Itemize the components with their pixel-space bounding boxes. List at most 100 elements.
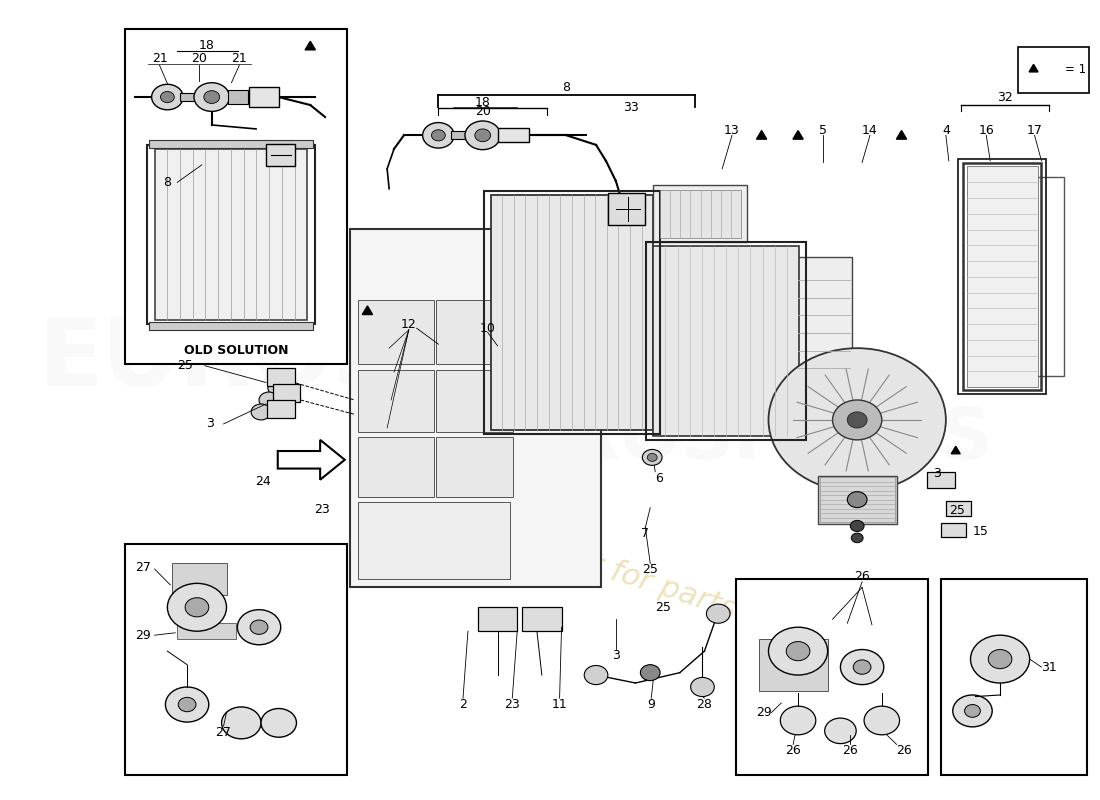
Bar bbox=[491, 195, 653, 430]
Circle shape bbox=[165, 687, 209, 722]
Text: 27: 27 bbox=[135, 561, 151, 574]
Text: 16: 16 bbox=[978, 124, 994, 137]
Bar bbox=[266, 144, 296, 166]
Bar bbox=[229, 90, 249, 104]
Bar bbox=[962, 163, 1042, 390]
Text: 8: 8 bbox=[164, 176, 172, 189]
Circle shape bbox=[250, 620, 268, 634]
Circle shape bbox=[204, 90, 220, 103]
Circle shape bbox=[851, 533, 864, 542]
Bar bbox=[940, 522, 966, 537]
Circle shape bbox=[167, 583, 227, 631]
Text: 28: 28 bbox=[696, 698, 713, 711]
Circle shape bbox=[786, 642, 810, 661]
Circle shape bbox=[422, 122, 454, 148]
Text: 32: 32 bbox=[997, 91, 1013, 104]
Circle shape bbox=[251, 404, 271, 420]
Text: 25: 25 bbox=[656, 601, 671, 614]
Text: 24: 24 bbox=[255, 475, 271, 488]
Bar bbox=[350, 229, 601, 587]
Polygon shape bbox=[896, 130, 906, 139]
Bar bbox=[940, 579, 1087, 774]
Circle shape bbox=[185, 598, 209, 617]
Text: 31: 31 bbox=[1042, 661, 1057, 674]
Text: 3: 3 bbox=[612, 649, 619, 662]
Bar bbox=[660, 190, 741, 238]
Text: 9: 9 bbox=[647, 698, 656, 711]
Circle shape bbox=[854, 660, 871, 674]
Bar bbox=[155, 149, 307, 320]
Bar bbox=[267, 368, 295, 386]
Bar bbox=[736, 579, 928, 774]
Text: 23: 23 bbox=[505, 698, 520, 711]
Bar bbox=[484, 191, 660, 434]
Circle shape bbox=[475, 129, 491, 142]
Text: 26: 26 bbox=[785, 744, 801, 758]
Text: 18: 18 bbox=[199, 38, 214, 52]
Text: a part for parts: a part for parts bbox=[512, 526, 740, 625]
Text: 25: 25 bbox=[177, 359, 194, 372]
Text: 3: 3 bbox=[206, 418, 213, 430]
Bar bbox=[653, 185, 747, 242]
Bar bbox=[497, 128, 529, 142]
Text: 21: 21 bbox=[231, 52, 248, 66]
Text: 12: 12 bbox=[400, 318, 417, 330]
Text: 26: 26 bbox=[896, 744, 912, 758]
Circle shape bbox=[258, 392, 278, 408]
Text: 26: 26 bbox=[843, 744, 858, 758]
Bar bbox=[967, 166, 1037, 387]
Circle shape bbox=[769, 348, 946, 492]
Text: 20: 20 bbox=[475, 105, 491, 118]
Bar bbox=[437, 438, 514, 498]
Circle shape bbox=[178, 698, 196, 712]
Text: 18: 18 bbox=[475, 96, 491, 109]
Circle shape bbox=[691, 678, 714, 697]
Circle shape bbox=[988, 650, 1012, 669]
Bar bbox=[477, 607, 517, 631]
Circle shape bbox=[221, 707, 261, 739]
Text: 29: 29 bbox=[756, 706, 771, 719]
Bar bbox=[653, 246, 799, 436]
Circle shape bbox=[970, 635, 1030, 683]
Circle shape bbox=[584, 666, 608, 685]
Text: 25: 25 bbox=[949, 503, 965, 517]
Bar bbox=[958, 159, 1046, 394]
Circle shape bbox=[769, 627, 827, 675]
Circle shape bbox=[965, 705, 980, 718]
Circle shape bbox=[194, 82, 230, 111]
Circle shape bbox=[840, 650, 883, 685]
Circle shape bbox=[847, 412, 867, 428]
Text: 23: 23 bbox=[315, 502, 330, 516]
Polygon shape bbox=[278, 440, 344, 480]
Bar bbox=[173, 563, 227, 595]
Polygon shape bbox=[757, 130, 767, 139]
Text: 25: 25 bbox=[642, 563, 658, 576]
Bar bbox=[146, 145, 316, 324]
Text: 1095: 1095 bbox=[717, 348, 889, 452]
Text: 27: 27 bbox=[216, 726, 231, 739]
Circle shape bbox=[780, 706, 816, 735]
Circle shape bbox=[465, 121, 501, 150]
Text: EUROSPARES: EUROSPARES bbox=[455, 406, 992, 474]
Bar bbox=[358, 300, 434, 364]
Circle shape bbox=[642, 450, 662, 466]
Bar bbox=[1000, 177, 1064, 376]
Circle shape bbox=[825, 718, 856, 744]
Text: 5: 5 bbox=[818, 124, 827, 137]
Text: 8: 8 bbox=[562, 81, 571, 94]
Circle shape bbox=[647, 454, 657, 462]
Circle shape bbox=[640, 665, 660, 681]
Text: 20: 20 bbox=[191, 52, 207, 66]
Bar bbox=[793, 257, 853, 376]
Bar bbox=[358, 502, 510, 579]
Text: EUROSPARES: EUROSPARES bbox=[39, 314, 739, 406]
Bar bbox=[180, 93, 198, 101]
Text: 13: 13 bbox=[724, 124, 740, 137]
Bar bbox=[125, 543, 346, 774]
Bar bbox=[522, 607, 562, 631]
Bar bbox=[267, 400, 295, 418]
Bar bbox=[437, 300, 514, 364]
Text: 10: 10 bbox=[480, 322, 496, 334]
Bar bbox=[358, 370, 434, 432]
Bar bbox=[647, 242, 806, 440]
